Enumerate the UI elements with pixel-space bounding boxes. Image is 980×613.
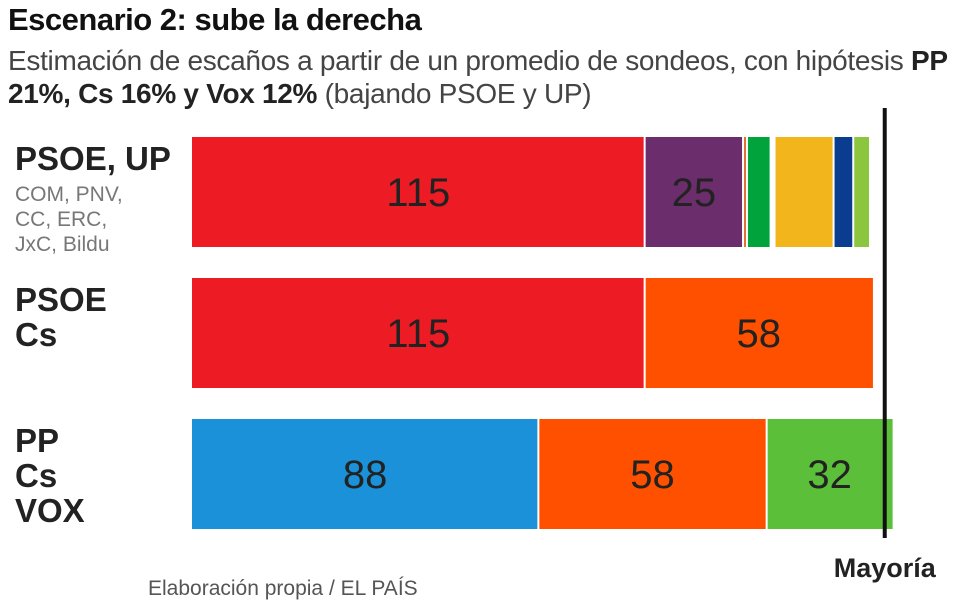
bar-segment-psoe xyxy=(192,137,645,247)
subtitle-bold: PP 21%, Cs 16% y Vox 12% xyxy=(8,45,948,109)
bar-segment-vox xyxy=(766,419,893,529)
bar-value-label: 25 xyxy=(672,171,717,215)
row-label: PSOE, UP xyxy=(15,140,171,177)
chart-subtitle: Estimación de escaños a partir de un pro… xyxy=(8,44,968,110)
majority-label: Mayoría xyxy=(834,553,937,583)
subtitle-suffix: (bajando PSOE y UP) xyxy=(317,78,592,109)
bar-segment-com xyxy=(743,137,747,247)
bar-segment-jxc xyxy=(833,137,854,247)
bar-segment-psoe xyxy=(192,278,645,388)
bar-value-label: 115 xyxy=(386,312,450,356)
row-label: PSOE xyxy=(15,281,107,318)
bar-value-label: 88 xyxy=(343,453,388,497)
bar-segment-bildu xyxy=(853,137,869,247)
chart-title: Escenario 2: sube la derecha xyxy=(8,2,422,37)
bar-value-label: 58 xyxy=(737,312,782,356)
bar-value-label: 58 xyxy=(630,453,675,497)
bar-segment-erc xyxy=(774,137,834,247)
bar-value-label: 32 xyxy=(807,453,852,497)
row-label: VOX xyxy=(15,492,85,529)
bar-segment-cc xyxy=(770,137,775,247)
source-credit: Elaboración propia / EL PAÍS xyxy=(148,577,418,600)
row-label: Cs xyxy=(15,316,57,353)
bar-segment-cs xyxy=(644,278,873,388)
row-label: PP xyxy=(15,422,59,459)
bar-segment-up xyxy=(644,137,744,247)
row-sublabel: COM, PNV, xyxy=(15,183,123,206)
row-label: Cs xyxy=(15,457,57,494)
bar-value-label: 115 xyxy=(386,171,450,215)
row-sublabel: JxC, Bildu xyxy=(15,233,110,256)
bar-row-1: PSOE, UP COM, PNV,CC, ERC,JxC, Bildu 115 25 xyxy=(15,137,869,256)
bar-segment-pnv xyxy=(746,137,771,247)
bar-segment-cs xyxy=(538,419,767,529)
bar-segment-pp xyxy=(192,419,539,529)
subtitle-prefix: Estimación de escaños a partir de un pro… xyxy=(8,45,911,76)
row-sublabel: CC, ERC, xyxy=(15,208,107,231)
